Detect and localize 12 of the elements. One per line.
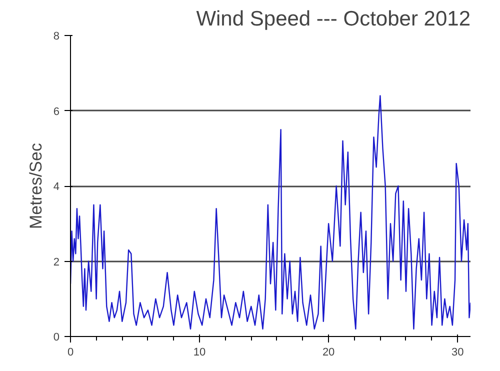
x-tick-label: 20 [322, 346, 335, 358]
x-tick-label: 0 [67, 346, 74, 358]
y-axis-title: Metres/Sec [26, 142, 46, 229]
x-tick-label: 30 [451, 346, 464, 358]
chart-title: Wind Speed --- October 2012 [196, 8, 471, 30]
y-tick-label: 2 [53, 256, 60, 268]
y-tick-label: 8 [53, 30, 60, 42]
y-tick-label: 6 [53, 106, 60, 118]
y-tick-label: 0 [53, 332, 60, 344]
line-series [70, 95, 470, 330]
y-tick-label: 4 [53, 181, 60, 193]
x-tick-label: 10 [193, 346, 206, 358]
